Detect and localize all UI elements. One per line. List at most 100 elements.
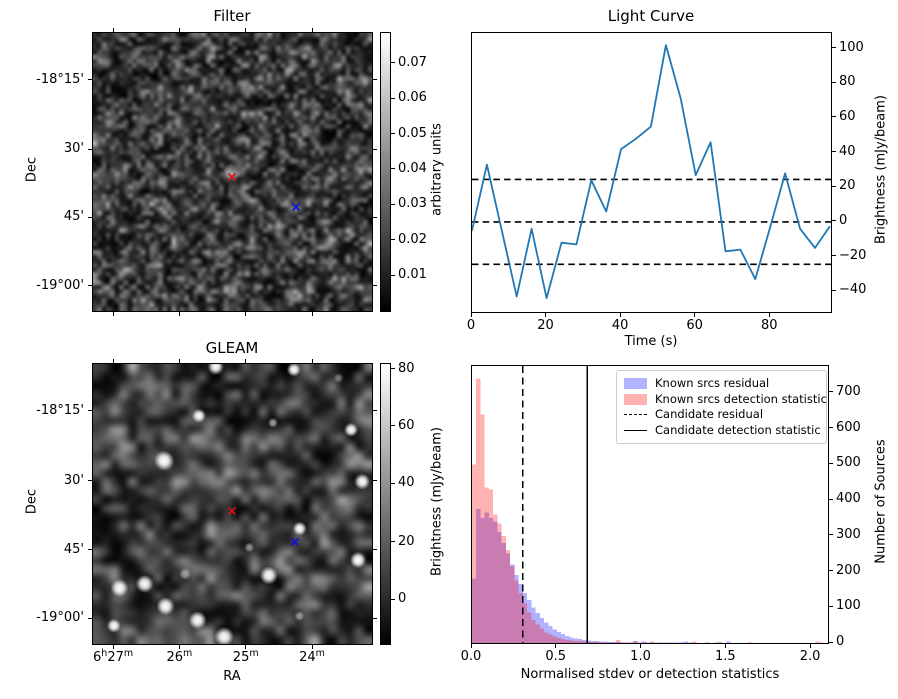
- tick-mark: [545, 313, 547, 317]
- residual-hist-bar: [620, 642, 625, 643]
- detection-hist-bar: [488, 489, 494, 643]
- tick-mark: [178, 645, 180, 649]
- tick-mark: [391, 203, 395, 205]
- tick-label: 1.5: [714, 649, 736, 664]
- tick-mark: [391, 368, 395, 370]
- residual-hist-bar: [493, 521, 498, 643]
- histogram-chart: [472, 366, 824, 643]
- residual-hist-bar: [616, 641, 621, 643]
- legend-item: Known srcs residual: [624, 376, 819, 392]
- tick-mark: [178, 312, 180, 316]
- tick-label: 100: [836, 598, 861, 614]
- residual-hist-bar: [480, 517, 485, 643]
- detection-hist-bar: [599, 642, 604, 643]
- residual-hist-bar: [603, 641, 608, 643]
- residual-hist-bar: [577, 639, 583, 643]
- detection-hist-bar: [607, 642, 612, 643]
- tick-mark: [829, 391, 833, 393]
- tick-mark: [829, 641, 833, 643]
- tick-mark: [88, 549, 92, 551]
- tick-label: 0.06: [398, 90, 427, 106]
- tick-mark: [88, 617, 92, 619]
- residual-hist-bar: [505, 553, 511, 643]
- tick-label: 0: [836, 634, 845, 649]
- tick-label: -19°00': [36, 277, 84, 293]
- residual-hist-bar: [552, 629, 557, 643]
- detection-hist-bar: [616, 640, 621, 643]
- tick-mark: [88, 410, 92, 412]
- tick-mark: [470, 313, 472, 317]
- residual-hist-bar: [569, 637, 574, 643]
- tick-label: 0.01: [398, 267, 427, 283]
- detection-hist-bar: [819, 642, 824, 643]
- residual-hist-bar: [611, 641, 617, 643]
- tick-label: −20: [839, 247, 867, 263]
- tick-mark: [112, 645, 114, 649]
- filter-candidate-x-marker: [227, 167, 237, 182]
- light-curve-line: [472, 44, 831, 300]
- tick-label: -18°15': [36, 71, 84, 87]
- detection-hist-bar: [717, 641, 723, 643]
- detection-hist-bar: [527, 612, 532, 643]
- detection-hist-bar: [522, 603, 528, 643]
- tick-label: 700: [836, 383, 861, 399]
- tick-mark: [88, 216, 92, 218]
- detection-hist-bar: [569, 640, 574, 643]
- tick-mark: [391, 274, 395, 276]
- detection-hist-bar: [577, 641, 583, 643]
- tick-label: 45': [63, 209, 84, 225]
- tick-mark: [373, 148, 377, 150]
- residual-hist-bar: [679, 642, 684, 643]
- detection-hist-bar: [501, 535, 506, 643]
- legend-label: Known srcs residual: [655, 376, 770, 390]
- residual-hist-bar: [683, 641, 689, 643]
- detection-hist-bar: [565, 639, 570, 643]
- light-curve-chart: [472, 44, 831, 300]
- detection-hist-bar: [594, 641, 600, 643]
- filter-ylabel: Dec: [24, 156, 40, 183]
- tick-mark: [829, 462, 833, 464]
- tick-mark: [832, 220, 836, 222]
- filter-plot-area: [92, 32, 373, 312]
- detection-hist-bar: [539, 628, 545, 643]
- tick-mark: [832, 116, 836, 118]
- tick-mark: [373, 410, 377, 412]
- legend-item: Candidate residual: [624, 407, 819, 423]
- legend-line-swatch: [624, 414, 647, 416]
- legend-item: Known srcs detection statistic: [624, 392, 827, 408]
- legend-patch-swatch: [624, 378, 647, 390]
- tick-mark: [391, 482, 395, 484]
- tick-label: -19°00': [36, 610, 84, 626]
- residual-hist-bar: [573, 638, 578, 643]
- filter-title: Filter: [213, 7, 251, 25]
- tick-mark: [373, 285, 377, 287]
- detection-hist-bar: [552, 636, 557, 643]
- residual-hist-bar: [607, 641, 612, 643]
- tick-mark: [88, 480, 92, 482]
- tick-label: 45': [63, 541, 84, 557]
- tick-label: 20: [537, 318, 554, 333]
- residual-hist-bar: [645, 642, 650, 643]
- detection-hist-bar: [573, 640, 578, 643]
- residual-hist-bar: [548, 626, 553, 643]
- detection-hist-bar: [518, 592, 523, 643]
- tick-mark: [373, 549, 377, 551]
- legend-label: Candidate detection statistic: [655, 422, 821, 437]
- residual-hist-bar: [637, 642, 642, 643]
- tick-label: 80: [839, 74, 856, 90]
- tick-mark: [373, 617, 377, 619]
- tick-label: 400: [836, 491, 861, 507]
- detection-hist-bar: [561, 639, 566, 643]
- tick-mark: [391, 62, 395, 64]
- tick-mark: [832, 151, 836, 153]
- detection-hist-bar: [666, 642, 672, 643]
- residual-hist-bar: [535, 612, 540, 643]
- residual-hist-bar: [527, 600, 532, 643]
- detection-hist-bar: [641, 642, 646, 643]
- tick-label: 60: [398, 417, 415, 433]
- detection-hist-bar: [514, 580, 519, 643]
- tick-mark: [470, 644, 472, 648]
- detection-hist-bar: [650, 641, 655, 643]
- residual-hist-bar: [586, 640, 591, 643]
- tick-mark: [391, 97, 395, 99]
